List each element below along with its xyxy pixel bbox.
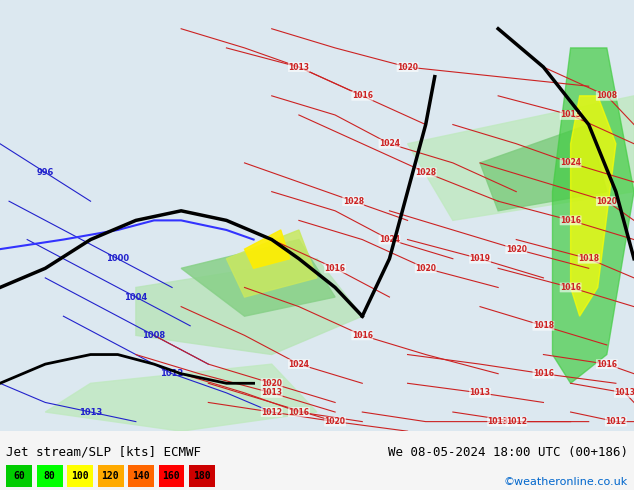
- Text: 1020: 1020: [415, 264, 436, 273]
- Text: 1013: 1013: [288, 63, 309, 72]
- Text: 1024: 1024: [379, 139, 400, 148]
- FancyBboxPatch shape: [128, 465, 154, 487]
- Text: 1012: 1012: [506, 417, 527, 426]
- FancyBboxPatch shape: [158, 465, 184, 487]
- Text: We 08-05-2024 18:00 UTC (00+186): We 08-05-2024 18:00 UTC (00+186): [387, 446, 628, 459]
- Polygon shape: [245, 230, 290, 269]
- Text: 1020: 1020: [397, 63, 418, 72]
- Polygon shape: [571, 96, 616, 316]
- Text: 1012: 1012: [605, 417, 626, 426]
- Text: 1024: 1024: [560, 158, 581, 168]
- Text: 100: 100: [71, 471, 89, 481]
- Text: 1004: 1004: [124, 293, 148, 301]
- Text: 1024: 1024: [288, 360, 309, 368]
- Text: 1016: 1016: [533, 369, 554, 378]
- Text: 1016: 1016: [560, 216, 581, 225]
- Text: 140: 140: [132, 471, 150, 481]
- Text: 1008: 1008: [596, 91, 618, 100]
- Text: 1013: 1013: [261, 389, 282, 397]
- Text: Jet stream/SLP [kts] ECMWF: Jet stream/SLP [kts] ECMWF: [6, 446, 202, 459]
- Text: 1020: 1020: [506, 245, 527, 254]
- Text: 1013: 1013: [488, 417, 508, 426]
- Text: ©weatheronline.co.uk: ©weatheronline.co.uk: [503, 477, 628, 487]
- Polygon shape: [480, 124, 607, 211]
- Text: 1028: 1028: [342, 196, 364, 206]
- Text: 1016: 1016: [352, 91, 373, 100]
- Text: 1008: 1008: [143, 331, 165, 340]
- Text: 180: 180: [193, 471, 210, 481]
- Text: 1020: 1020: [325, 417, 346, 426]
- Text: 1016: 1016: [597, 360, 618, 368]
- Text: 1020: 1020: [597, 196, 618, 206]
- Text: 60: 60: [13, 471, 25, 481]
- Text: 1028: 1028: [415, 168, 436, 177]
- FancyBboxPatch shape: [98, 465, 124, 487]
- Text: 1016: 1016: [325, 264, 346, 273]
- FancyBboxPatch shape: [67, 465, 93, 487]
- Polygon shape: [45, 364, 317, 431]
- Text: 160: 160: [162, 471, 180, 481]
- Text: 1024: 1024: [379, 235, 400, 244]
- Text: 1000: 1000: [106, 254, 129, 263]
- FancyBboxPatch shape: [37, 465, 63, 487]
- Text: 1013: 1013: [470, 389, 491, 397]
- Text: 1016: 1016: [288, 408, 309, 416]
- FancyBboxPatch shape: [6, 465, 32, 487]
- Text: 80: 80: [44, 471, 55, 481]
- Polygon shape: [181, 240, 335, 316]
- Text: 1016: 1016: [560, 283, 581, 292]
- Text: 1020: 1020: [261, 379, 282, 388]
- Text: 1013: 1013: [560, 110, 581, 120]
- FancyBboxPatch shape: [189, 465, 215, 487]
- Text: 1013: 1013: [614, 389, 634, 397]
- Text: 120: 120: [101, 471, 119, 481]
- Polygon shape: [552, 48, 634, 383]
- Polygon shape: [408, 96, 634, 220]
- Text: 1012: 1012: [261, 408, 282, 416]
- Text: 1019: 1019: [470, 254, 491, 263]
- Text: 1016: 1016: [352, 331, 373, 340]
- Polygon shape: [136, 259, 362, 355]
- Text: 996: 996: [37, 168, 54, 177]
- Polygon shape: [226, 230, 317, 297]
- Text: 1013: 1013: [79, 408, 102, 416]
- Text: 1018: 1018: [533, 321, 554, 330]
- Text: 1012: 1012: [160, 369, 184, 378]
- Text: 1018: 1018: [578, 254, 599, 263]
